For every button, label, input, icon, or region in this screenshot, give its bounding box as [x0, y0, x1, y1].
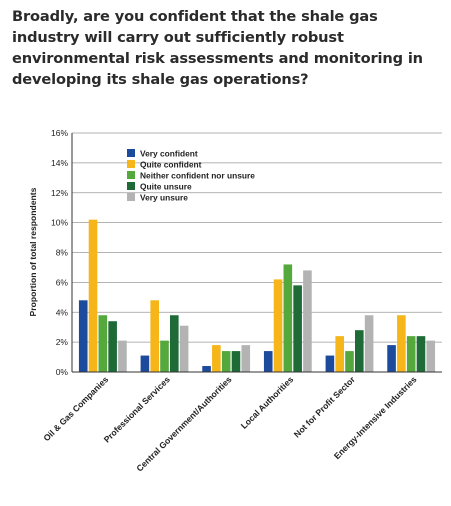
y-tick-label: 2% [56, 337, 69, 347]
legend-label: Neither confident nor unsure [140, 171, 255, 181]
x-category-label: Oil & Gas Companies [41, 374, 110, 443]
bar [387, 345, 396, 372]
y-tick-label: 16% [51, 128, 68, 138]
y-axis-ticks: 0% 2% 4% 6% 8% 10% 12% 14% 16% [51, 128, 68, 377]
chart-title: Broadly, are you confident that the shal… [12, 8, 423, 88]
legend-label: Quite unsure [140, 182, 192, 192]
legend-swatch [127, 182, 135, 190]
y-tick-label: 6% [56, 277, 69, 287]
bar [212, 345, 221, 372]
bar [78, 300, 88, 372]
legend-label: Very confident [140, 149, 198, 159]
bar [170, 315, 179, 372]
x-category-label: Professional Services [102, 374, 172, 444]
bar [355, 330, 364, 372]
y-tick-label: 12% [51, 188, 68, 198]
bar [231, 351, 241, 372]
y-tick-label: 14% [51, 158, 68, 168]
y-tick-label: 4% [56, 307, 69, 317]
bar [140, 355, 150, 372]
bar [397, 315, 406, 372]
gridlines [72, 132, 442, 373]
y-axis-label: Proportion of total respondents [28, 187, 38, 316]
y-tick-label: 8% [56, 248, 69, 258]
bar [98, 315, 108, 372]
y-tick-label: 0% [56, 367, 69, 377]
legend-swatch [127, 149, 135, 157]
bar [303, 270, 312, 372]
bar [241, 345, 251, 372]
bars [78, 219, 436, 372]
legend-swatch [127, 160, 135, 168]
axes [71, 133, 442, 373]
bar [426, 340, 436, 372]
y-tick-label: 10% [51, 218, 68, 228]
bar [325, 355, 335, 372]
bar [221, 351, 231, 372]
bar [283, 264, 293, 372]
bar [179, 325, 189, 372]
bar [88, 219, 98, 372]
bar [345, 351, 354, 372]
bar [273, 279, 283, 372]
bar [108, 321, 117, 372]
bar [118, 340, 127, 372]
bar [335, 336, 344, 372]
bar [364, 315, 374, 372]
bar [263, 351, 273, 372]
legend-label: Quite confident [140, 160, 202, 170]
legend-swatch [127, 171, 135, 179]
bar [202, 366, 211, 372]
legend-swatch [127, 193, 135, 201]
bar [416, 336, 426, 372]
bar [293, 285, 302, 372]
bar [406, 336, 416, 372]
bar [160, 340, 169, 372]
legend-label: Very unsure [140, 193, 188, 203]
x-category-label: Not for Profit Sector [292, 374, 358, 440]
bar [150, 300, 159, 372]
x-category-label: Local Authorities [239, 374, 296, 431]
